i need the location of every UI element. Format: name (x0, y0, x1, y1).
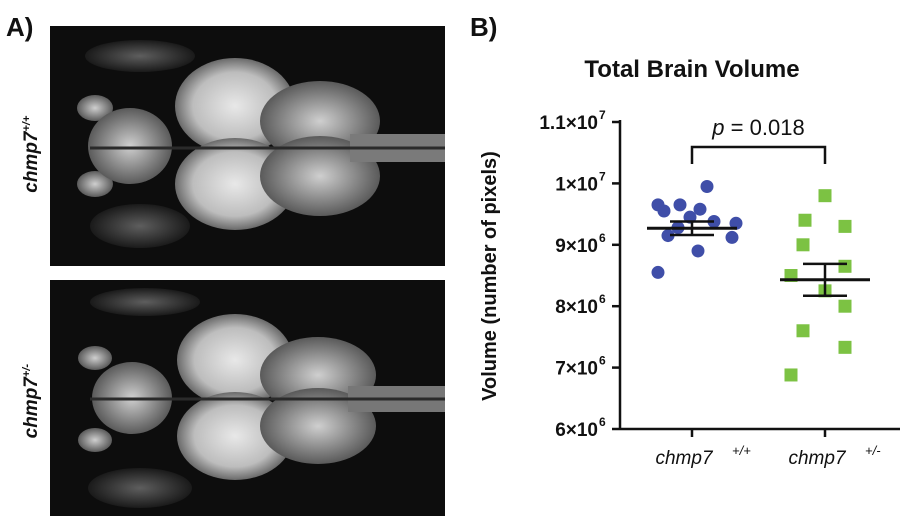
chart-title: Total Brain Volume (584, 56, 799, 83)
genotype-superscript: +/+ (20, 115, 33, 132)
x-tick-superscript: +/+ (732, 443, 751, 458)
significance-bracket (690, 145, 827, 164)
y-tick-label: 7×10 (555, 359, 598, 380)
y-tick-label: 8×10 (555, 297, 598, 318)
y-tick-exponent: 6 (599, 354, 606, 368)
data-point (725, 230, 739, 244)
y-axis-label: Volume (number of pixels) (479, 151, 501, 401)
data-point (838, 259, 852, 273)
data-point (693, 202, 707, 216)
significance-annotation: p = 0.018 (690, 115, 827, 164)
genotype-superscript: +/- (20, 363, 33, 378)
y-tick-exponent: 7 (599, 108, 606, 122)
data-point (798, 213, 812, 227)
data-point (784, 368, 798, 382)
y-tick-exponent: 6 (599, 292, 606, 306)
data-point (700, 179, 714, 193)
data-point (838, 299, 852, 313)
y-tick-label: 9×10 (555, 236, 598, 257)
data-point (796, 238, 810, 252)
data-point (838, 219, 852, 233)
y-tick-exponent: 7 (599, 169, 606, 183)
data-point (729, 216, 743, 230)
data-point (651, 265, 665, 279)
y-tick-exponent: 6 (599, 231, 606, 245)
y-tick-label: 6×10 (555, 420, 598, 441)
data-point (657, 204, 671, 218)
genotype-name: chmp7 (21, 377, 43, 439)
y-ticks: 1.1×10 71×10 79×10 68×10 67×10 66×10 6 (539, 108, 620, 441)
data-point (673, 198, 687, 212)
p-symbol: p (711, 115, 724, 140)
mean-sem-bars (647, 220, 870, 298)
data-point (691, 244, 705, 258)
brain-volume-chart: Total Brain Volume Volume (number of pix… (479, 56, 900, 469)
brain-image-heterozygous (50, 280, 445, 516)
brain-image-wildtype (50, 26, 445, 266)
data-point (838, 340, 852, 354)
x-tick-label: chmp7 (655, 448, 713, 469)
x-tick-labels: chmp7 +/+ chmp7 +/- (655, 429, 881, 469)
data-point (661, 229, 675, 243)
y-tick-exponent: 6 (599, 415, 606, 429)
genotype-label-heterozygous: chmp7+/- (21, 341, 43, 461)
x-tick-label: chmp7 (788, 448, 846, 469)
y-tick-label: 1×10 (555, 174, 598, 195)
data-point (796, 324, 810, 338)
genotype-name: chmp7 (21, 131, 43, 193)
axes (618, 120, 900, 431)
panel-b-label: B) (470, 12, 498, 42)
p-value: = 0.018 (725, 115, 805, 140)
genotype-label-wildtype: chmp7+/+ (21, 94, 43, 214)
x-tick-superscript: +/- (865, 443, 881, 458)
data-point (818, 189, 832, 203)
p-value-label: p = 0.018 (711, 115, 804, 140)
y-tick-label: 1.1×10 (539, 113, 598, 134)
panel-a-label: A) (6, 12, 34, 42)
